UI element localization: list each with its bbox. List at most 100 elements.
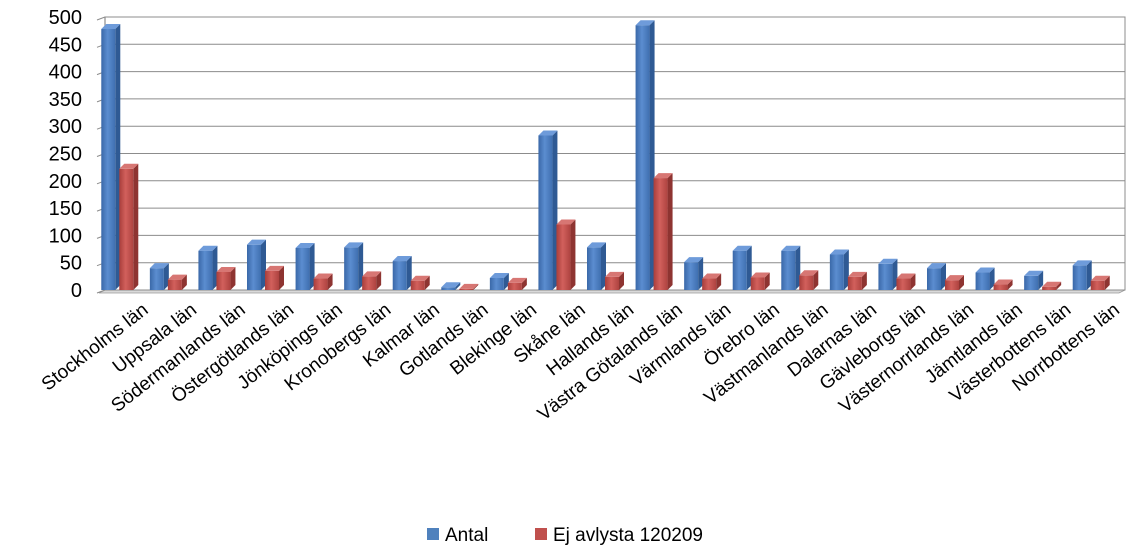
bar-front xyxy=(459,288,474,290)
bar-side xyxy=(698,257,704,290)
bar-top xyxy=(313,273,333,279)
bar-front xyxy=(945,280,959,290)
bar-ej-avlysta-1 xyxy=(119,163,139,290)
bar-top xyxy=(732,245,752,251)
bar-front xyxy=(198,250,213,290)
bar-top xyxy=(198,245,218,251)
bar-ej-avlysta-21 xyxy=(1090,275,1110,290)
bar-side xyxy=(941,263,946,290)
bar-side xyxy=(764,272,770,290)
bar-front xyxy=(101,29,116,291)
bars xyxy=(101,20,1110,291)
bar-antal-1 xyxy=(101,24,121,291)
bar-side xyxy=(473,283,479,290)
bar-side xyxy=(376,271,382,290)
bar-side xyxy=(861,271,867,290)
bar-front xyxy=(847,276,862,290)
bar-side xyxy=(1056,281,1062,290)
bar-ej-avlysta-2 xyxy=(167,274,187,290)
bar-top xyxy=(975,267,995,273)
bar-top xyxy=(1072,260,1092,266)
bar-top xyxy=(441,282,461,288)
bar-front xyxy=(119,168,134,290)
y-tick-label: 300 xyxy=(49,116,82,138)
bar-front xyxy=(265,270,279,290)
bar-side xyxy=(1007,279,1013,290)
bar-top xyxy=(1042,281,1062,287)
bar-front xyxy=(781,250,796,290)
bar-front xyxy=(1072,265,1087,290)
bar-top xyxy=(362,271,382,277)
bar-top xyxy=(750,272,770,278)
bar-side xyxy=(424,275,430,290)
bar-top xyxy=(538,130,558,136)
bar-front xyxy=(732,250,747,290)
bar-top xyxy=(101,24,121,30)
bar-top xyxy=(945,275,964,281)
bar-front xyxy=(1024,275,1039,290)
bar-front xyxy=(507,282,522,290)
bar-top xyxy=(149,263,169,269)
bar-top xyxy=(295,242,315,248)
bar-front xyxy=(538,135,553,290)
bar-ej-avlysta-6 xyxy=(362,271,382,290)
bar-front xyxy=(1042,286,1057,290)
y-tick-label: 150 xyxy=(49,198,82,220)
bar-top xyxy=(781,245,801,251)
bar-ej-avlysta-10 xyxy=(556,219,576,290)
y-tick-label: 200 xyxy=(49,171,82,193)
bar-front xyxy=(799,275,814,290)
bar-top xyxy=(702,273,722,279)
bar-ej-avlysta-14 xyxy=(750,272,770,290)
bar-top xyxy=(410,275,430,281)
bar-side xyxy=(667,173,673,290)
bar-antal-9 xyxy=(489,272,509,290)
bar-ej-avlysta-7 xyxy=(410,275,430,290)
bar-front xyxy=(344,247,359,290)
bar-top xyxy=(829,249,849,255)
bar-top xyxy=(556,219,576,225)
bar-top xyxy=(684,257,704,263)
bar-top xyxy=(799,270,819,276)
bar-side xyxy=(115,24,121,291)
y-tick-label: 50 xyxy=(60,253,82,275)
bar-front xyxy=(441,287,456,290)
bar-side xyxy=(552,130,558,290)
bar-side xyxy=(959,275,964,290)
bar-top xyxy=(489,272,509,278)
y-tick-label: 500 xyxy=(49,7,82,29)
y-axis-ticks: 0 50 100 150 200 250 300 350 400 450 500 xyxy=(49,7,82,302)
bar-side xyxy=(327,273,333,290)
bar-side xyxy=(279,265,284,290)
bar-top xyxy=(392,256,412,262)
bar-top xyxy=(847,271,867,277)
bar-antal-21 xyxy=(1072,260,1092,290)
y-tick-label: 350 xyxy=(49,89,82,111)
legend-label: Antal xyxy=(445,525,488,546)
bar-top xyxy=(216,266,236,272)
bar-side xyxy=(230,266,236,290)
bar-front xyxy=(392,261,407,290)
bar-antal-19 xyxy=(975,267,995,290)
bar-top xyxy=(587,242,606,248)
bar-front xyxy=(684,262,699,290)
bar-front xyxy=(993,284,1008,290)
bar-ej-avlysta-15 xyxy=(799,270,819,290)
bar-front xyxy=(247,244,261,290)
bar-side xyxy=(601,242,606,290)
bar-antal-18 xyxy=(927,263,946,290)
bar-ej-avlysta-12 xyxy=(653,173,673,290)
y-tick-label: 400 xyxy=(49,62,82,84)
bar-top xyxy=(653,173,673,179)
bar-front xyxy=(362,276,377,290)
bar-side xyxy=(163,263,169,290)
bar-ej-avlysta-8 xyxy=(459,283,479,290)
y-tick-label: 450 xyxy=(49,34,82,56)
bar-ej-avlysta-17 xyxy=(896,273,916,290)
bar-ej-avlysta-5 xyxy=(313,273,333,290)
bar-ej-avlysta-20 xyxy=(1042,281,1062,290)
bar-side xyxy=(813,270,819,290)
bar-top xyxy=(896,273,916,279)
bar-top xyxy=(344,242,364,248)
